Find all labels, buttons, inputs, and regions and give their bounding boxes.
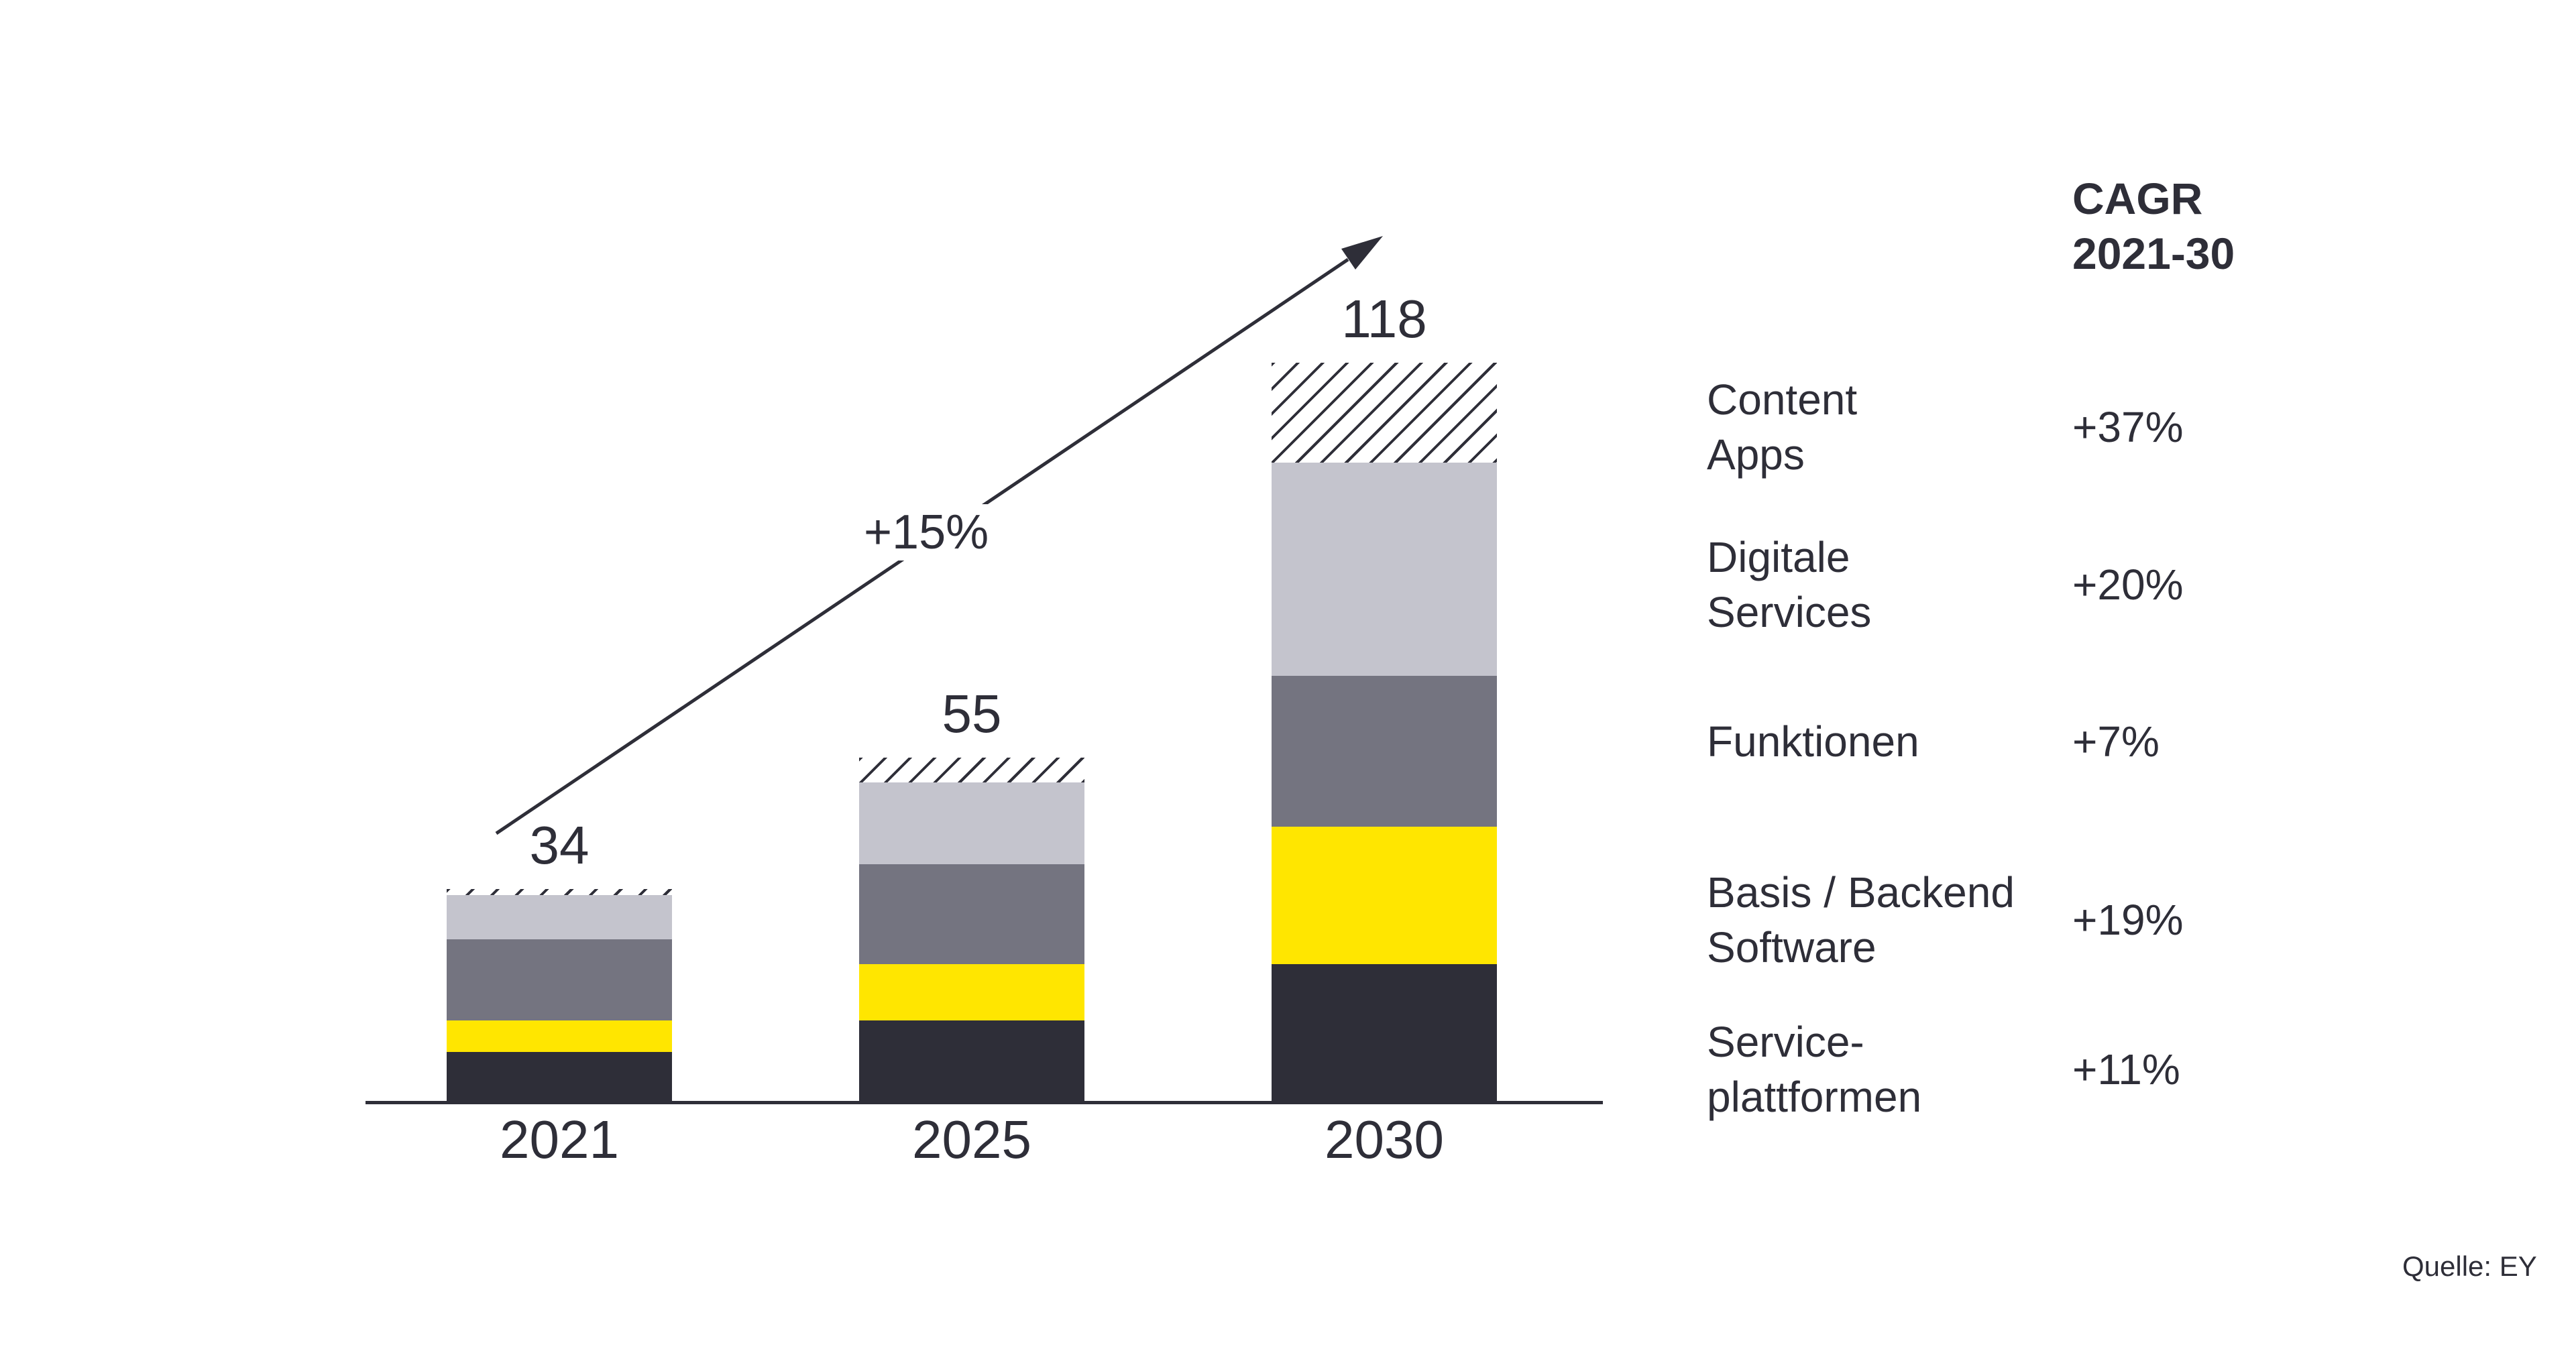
bar-segment-funktionen [447, 939, 672, 1021]
x-axis-tick-label: 2030 [1325, 1110, 1444, 1169]
bar-segments [1272, 362, 1497, 1102]
bar-segment-content-apps [1272, 362, 1497, 463]
source-note: Quelle: EY [2402, 1250, 2537, 1282]
legend-row-funktionen: Funktionen +7% [1707, 714, 2445, 769]
bar-segment-digitale-services [1272, 463, 1497, 676]
bar-segment-funktionen [859, 864, 1084, 965]
bar-segment-basis-backend-software [1272, 826, 1497, 965]
bar-2021: 34 2021 [447, 819, 672, 1167]
legend-cagr-value: +37% [2072, 403, 2184, 451]
bar-segment-basis-backend-software [447, 1020, 672, 1053]
legend-row-content-apps: Content Apps +37% [1707, 372, 2445, 482]
legend-cagr-value: +7% [2072, 717, 2160, 766]
bar-segment-digitale-services [447, 895, 672, 939]
legend-label: Funktionen [1707, 717, 1919, 766]
bar-segment-service-plattformen [1272, 964, 1497, 1102]
legend-row-serviceplattformen: Service- plattformen +11% [1707, 1014, 2445, 1124]
legend-row-digitale-services: Digitale Services +20% [1707, 530, 2445, 640]
legend-cagr-value: +11% [2072, 1045, 2180, 1094]
x-axis-tick-label: 2021 [500, 1110, 619, 1169]
x-axis-line [366, 1101, 1603, 1104]
bar-total-label: 55 [942, 683, 1002, 744]
growth-rate-label: +15% [850, 504, 1003, 561]
bar-segments [859, 757, 1084, 1102]
legend-cagr-value: +20% [2072, 561, 2184, 609]
bar-segment-funktionen [1272, 676, 1497, 827]
cagr-column-header: CAGR 2021-30 [2072, 174, 2235, 278]
bar-segment-digitale-services [859, 782, 1084, 864]
legend-label: Basis / Backend Software [1707, 868, 2015, 972]
legend-row-basis-backend-software: Basis / Backend Software +19% [1707, 865, 2445, 975]
bar-segment-content-apps [447, 889, 672, 896]
bar-total-label: 118 [1341, 288, 1427, 349]
legend-label: Content Apps [1707, 375, 1858, 479]
growth-arrow-head [1341, 236, 1383, 270]
bar-total-label: 34 [529, 815, 590, 876]
bar-segments [447, 889, 672, 1102]
bar-segment-content-apps [859, 757, 1084, 783]
bar-segment-service-plattformen [859, 1020, 1084, 1102]
legend-cagr-value: +19% [2072, 896, 2184, 944]
bar-segment-service-plattformen [447, 1052, 672, 1102]
bar-2025: 55 2025 [859, 687, 1084, 1167]
bar-2030: 118 2030 [1272, 292, 1497, 1167]
legend-label: Digitale Services [1707, 533, 1872, 636]
bar-segment-basis-backend-software [859, 964, 1084, 1021]
legend-label: Service- plattformen [1707, 1018, 1922, 1121]
x-axis-tick-label: 2025 [912, 1110, 1031, 1169]
